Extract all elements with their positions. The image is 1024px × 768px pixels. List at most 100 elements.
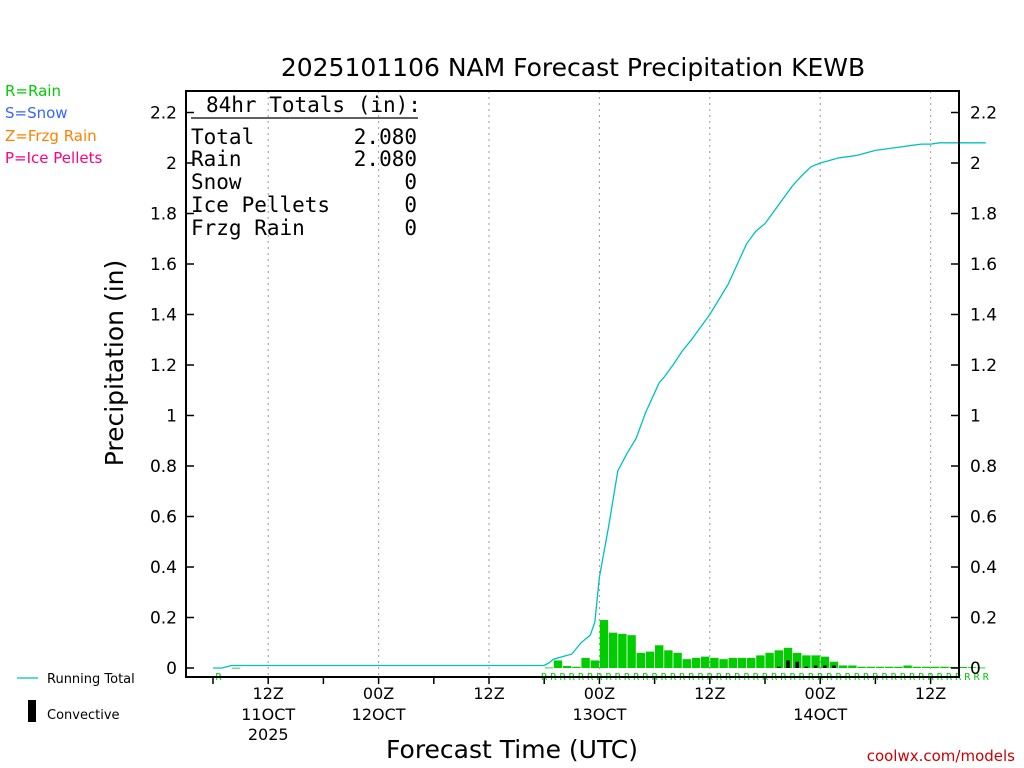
rain-bar bbox=[737, 657, 747, 668]
y-tick-label-left: 2 bbox=[166, 154, 177, 174]
rain-bar bbox=[701, 656, 710, 668]
x-axis-label: Forecast Time (UTC) bbox=[386, 735, 638, 764]
rain-bar bbox=[857, 666, 866, 668]
rain-bar bbox=[627, 635, 636, 668]
y-tick-label-right: 1.2 bbox=[970, 356, 997, 376]
y-tick-label-left: 1.6 bbox=[150, 255, 177, 275]
rain-bar bbox=[664, 650, 673, 668]
x-tick-label-date: 11OCT bbox=[241, 705, 295, 724]
rain-bar bbox=[645, 651, 655, 668]
totals-value-ice-pellets: 0 bbox=[404, 193, 417, 217]
rain-bar bbox=[921, 666, 931, 668]
totals-value-frzg-rain: 0 bbox=[404, 216, 417, 240]
rain-bar bbox=[756, 655, 765, 668]
rain-bar bbox=[673, 652, 682, 668]
totals-label-snow: Snow bbox=[191, 170, 242, 194]
rain-bar bbox=[563, 665, 572, 668]
rain-bar bbox=[618, 633, 627, 668]
rain-bar bbox=[572, 666, 581, 668]
x-tick-label-time: 12Z bbox=[473, 684, 504, 703]
running-total-line bbox=[213, 142, 986, 669]
y-tick-label-left: 0.2 bbox=[150, 609, 177, 629]
rain-bar bbox=[875, 666, 885, 668]
y-tick-label-right: 0.2 bbox=[970, 609, 997, 629]
convective-bar bbox=[777, 666, 781, 668]
rain-bar bbox=[829, 661, 839, 668]
convective-bar bbox=[795, 661, 799, 668]
x-tick-label-time: 12Z bbox=[915, 684, 946, 703]
x-tick-label-time: 12Z bbox=[694, 684, 725, 703]
y-tick-label-left: 0.6 bbox=[150, 508, 177, 528]
rain-bar bbox=[590, 660, 599, 668]
plot-frame bbox=[185, 90, 960, 678]
y-tick-label-right: 1.4 bbox=[970, 306, 997, 326]
y-tick-label-left: 1.8 bbox=[150, 205, 177, 225]
y-tick-label-right: 2 bbox=[970, 154, 981, 174]
rain-bar bbox=[231, 667, 241, 669]
running-total-legend-label: Running Total bbox=[47, 672, 135, 687]
rain-bar bbox=[765, 652, 774, 668]
y-axis-ticks: 0 00.2 0.20.4 0.40.6 0.60.8 0.81 11.2 1.21.4 1.4… bbox=[150, 104, 997, 680]
rain-bar bbox=[682, 659, 691, 668]
chart-title: 2025101106 NAM Forecast Precipitation KE… bbox=[281, 53, 865, 82]
footer-source-link[interactable]: coolwx.com/models bbox=[867, 747, 1015, 765]
rain-bar bbox=[747, 657, 756, 668]
convective-bar bbox=[813, 665, 818, 668]
x-tick-label-time: 00Z bbox=[584, 684, 615, 703]
line-legend: Running Total Convective bbox=[17, 672, 135, 723]
totals-header: 84hr Totals (in): bbox=[206, 93, 421, 117]
rain-bar bbox=[553, 660, 563, 668]
rain-bar bbox=[885, 666, 894, 668]
y-tick-label-right: 0.4 bbox=[970, 558, 997, 578]
totals-label-rain: Rain bbox=[191, 147, 242, 171]
x-tick-label-time: 12Z bbox=[253, 684, 284, 703]
totals-box: 84hr Totals (in): Total 2.080 Rain 2.080… bbox=[191, 93, 421, 240]
y-tick-label-left: 0 bbox=[166, 659, 177, 679]
rain-bar bbox=[839, 665, 848, 668]
convective-bar bbox=[804, 666, 809, 668]
rain-bar bbox=[848, 665, 857, 668]
y-tick-label-left: 1.4 bbox=[150, 306, 177, 326]
y-tick-label-left: 1.2 bbox=[150, 356, 177, 376]
rain-bar bbox=[774, 650, 783, 668]
rain-bar bbox=[931, 666, 940, 668]
x-tick-label-date: 12OCT bbox=[352, 705, 406, 724]
legend-ice-pellets: P=Ice Pellets bbox=[5, 149, 102, 167]
rain-bar bbox=[719, 659, 728, 668]
y-tick-label-left: 0.8 bbox=[150, 457, 177, 477]
rain-bar bbox=[636, 652, 645, 668]
rain-bar bbox=[866, 666, 875, 668]
totals-value-rain: 2.080 bbox=[354, 147, 417, 171]
rain-bar bbox=[802, 655, 811, 668]
rain-bar bbox=[710, 657, 719, 668]
rain-bar bbox=[581, 657, 590, 668]
y-tick-label-right: 0 bbox=[970, 659, 981, 679]
rain-bar bbox=[793, 652, 802, 668]
convective-bars bbox=[777, 660, 836, 668]
y-tick-label-left: 0.4 bbox=[150, 558, 177, 578]
gridlines bbox=[267, 91, 932, 677]
rain-bar bbox=[728, 657, 737, 668]
y-axis-label: Precipitation (in) bbox=[100, 260, 129, 467]
rain-bar bbox=[783, 647, 793, 668]
x-tick-label-time: 00Z bbox=[363, 684, 394, 703]
totals-label-frzg-rain: Frzg Rain bbox=[191, 216, 305, 240]
rain-bar bbox=[609, 632, 618, 668]
rain-bar bbox=[912, 666, 921, 668]
precip-type-marker: R bbox=[983, 672, 990, 683]
rain-bar bbox=[655, 645, 664, 668]
x-tick-label-year: 2025 bbox=[248, 725, 289, 744]
rain-bar bbox=[820, 656, 829, 668]
rain-bar bbox=[811, 655, 820, 668]
rain-bar bbox=[544, 667, 553, 669]
precip-type-marker: R bbox=[974, 672, 981, 683]
convective-legend-label: Convective bbox=[47, 708, 120, 723]
rain-bar bbox=[967, 667, 977, 669]
y-tick-label-right: 0.6 bbox=[970, 508, 997, 528]
rain-bar bbox=[977, 667, 986, 669]
y-tick-label-right: 1.6 bbox=[970, 255, 997, 275]
totals-label-total: Total bbox=[191, 125, 254, 149]
y-tick-label-right: 1.8 bbox=[970, 205, 997, 225]
rain-bar bbox=[894, 666, 903, 668]
